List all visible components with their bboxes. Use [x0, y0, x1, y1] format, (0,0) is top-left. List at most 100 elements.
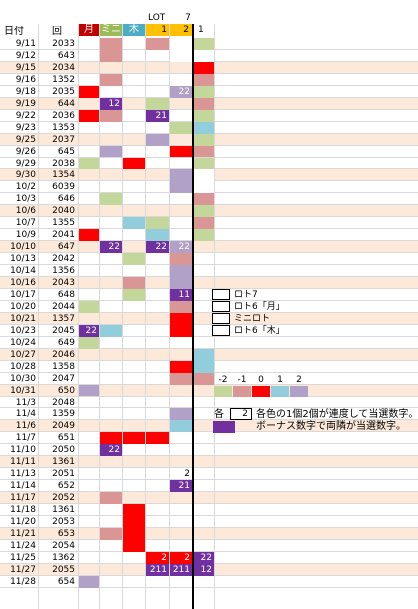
row-band [0, 312, 418, 325]
date-cell: 11/11 [10, 457, 36, 468]
col-gridline [99, 24, 100, 609]
row-gridline [0, 586, 418, 588]
number-cell [123, 86, 146, 98]
header-lot: LOT [148, 13, 166, 23]
number-cell [100, 504, 123, 516]
number-cell [170, 456, 193, 468]
number-cell [146, 456, 170, 468]
round-cell: 1361 [52, 505, 75, 516]
number-cell [100, 480, 123, 492]
number-cell [79, 397, 100, 409]
row-gridline [0, 455, 418, 457]
header-one-extra: 1 [198, 25, 204, 35]
number-value: 2 [184, 552, 190, 563]
number-cell [100, 289, 123, 301]
date-cell: 10/16 [10, 278, 36, 288]
number-cell [146, 468, 170, 480]
number-cell [79, 241, 100, 253]
header-two: 2 [170, 24, 192, 36]
number-cell [146, 408, 170, 420]
date-cell: 11/17 [10, 493, 36, 504]
number-cell [79, 540, 100, 552]
number-value: 22 [178, 86, 190, 97]
number-value: 12 [200, 564, 212, 575]
number-cell [79, 373, 100, 385]
number-cell [123, 265, 146, 277]
date-cell: 11/3 [15, 397, 36, 408]
round-cell: 1361 [52, 457, 75, 468]
number-cell [123, 217, 146, 230]
legend-loto7: ロト7 [234, 290, 258, 300]
number-cell [100, 385, 123, 397]
number-cell [79, 181, 100, 193]
number-cell [100, 122, 123, 134]
number-cell [100, 86, 123, 98]
number-cell [146, 516, 170, 528]
number-cell [170, 277, 193, 289]
number-cell [193, 528, 215, 540]
number-cell [123, 349, 146, 361]
number-cell [123, 241, 146, 253]
number-cell [146, 50, 170, 62]
date-cell: 11/14 [10, 481, 36, 492]
number-cell [79, 217, 100, 229]
number-cell [100, 420, 123, 432]
number-cell [123, 397, 146, 409]
legend-loto6-tsuki: ロト6「月」 [234, 302, 285, 312]
number-cell [100, 301, 123, 313]
number-cell [123, 408, 146, 420]
number-cell [146, 432, 170, 445]
round-cell: 2041 [52, 230, 75, 241]
table-border [192, 24, 194, 609]
number-cell [170, 253, 193, 266]
row-gridline [0, 491, 418, 493]
number-cell [193, 444, 215, 456]
number-cell: 22 [170, 85, 193, 98]
diff-label: 0 [258, 375, 264, 385]
date-cell: 11/25 [10, 552, 36, 563]
number-cell [79, 516, 100, 528]
number-cell [79, 277, 100, 289]
diff-swatch [271, 386, 289, 397]
number-cell [100, 49, 123, 62]
row-gridline [0, 467, 418, 469]
row-gridline [0, 287, 418, 289]
number-cell [100, 313, 123, 325]
number-cell [123, 527, 146, 540]
diff-swatch [214, 386, 232, 397]
row-gridline [0, 276, 418, 277]
date-cell: 10/6 [15, 206, 36, 217]
number-cell [123, 552, 146, 564]
number-cell [193, 217, 215, 230]
date-cell: 10/10 [10, 242, 36, 253]
date-cell: 10/7 [15, 218, 36, 229]
number-cell: 2 [170, 551, 193, 564]
number-cell [146, 576, 170, 588]
col-gridline [169, 24, 170, 609]
round-cell: 1359 [52, 409, 75, 420]
legend-box-loto6-moku [212, 325, 230, 336]
header-round: 回 [52, 26, 62, 37]
number-cell [123, 492, 146, 504]
date-cell: 9/19 [15, 98, 36, 109]
number-cell [100, 62, 123, 74]
number-cell [79, 265, 100, 277]
row-gridline [0, 252, 418, 254]
round-cell: 2037 [52, 134, 75, 145]
row-gridline [0, 419, 418, 421]
number-cell: 22 [79, 324, 100, 337]
number-cell [79, 38, 100, 50]
number-cell [146, 169, 170, 181]
header-date: 日付 [4, 26, 24, 37]
number-cell [193, 109, 215, 122]
diff-label: -2 [218, 375, 228, 385]
number-cell [146, 349, 170, 361]
number-cell [79, 74, 100, 86]
number-cell [146, 337, 170, 349]
date-cell: 10/30 [10, 373, 36, 384]
row-gridline [0, 347, 418, 349]
date-cell: 9/29 [15, 158, 36, 169]
number-cell [170, 62, 193, 74]
number-cell [170, 492, 193, 504]
number-cell [79, 109, 100, 122]
